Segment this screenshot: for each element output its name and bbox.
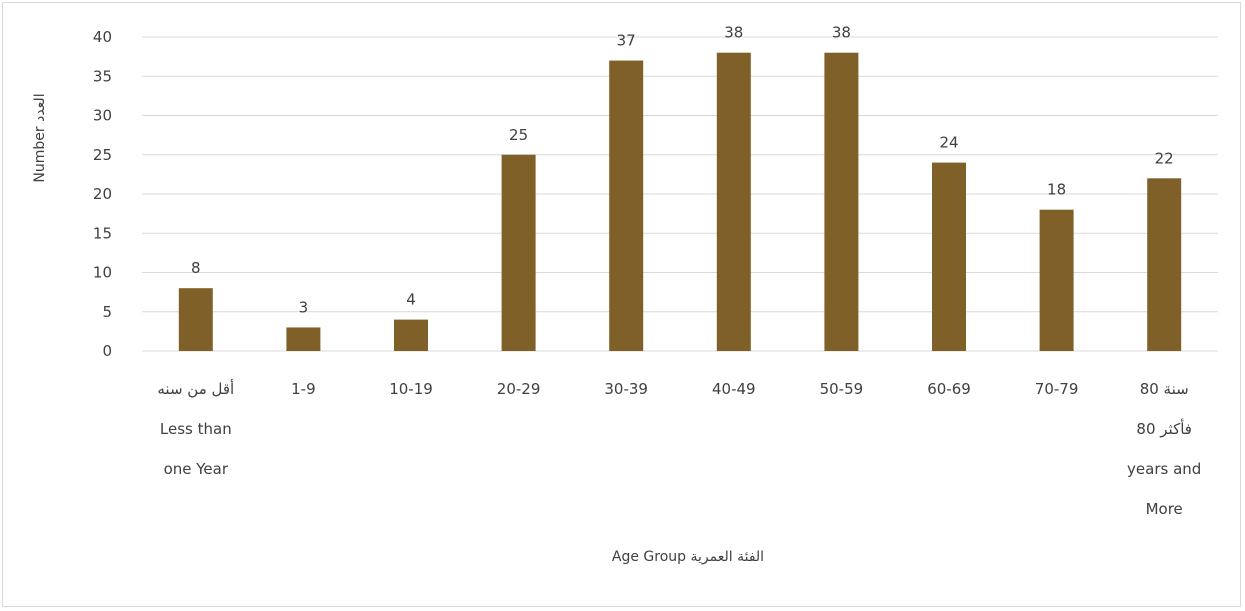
x-tick-label: 60-69 [927,380,971,398]
bars [178,52,1182,352]
x-tick-label-line: 1-9 [291,380,316,398]
data-label: 4 [406,291,416,309]
x-tick-label: 40-49 [712,380,756,398]
bar [932,162,966,351]
bar [824,52,859,351]
bar [286,327,321,351]
data-label: 3 [299,298,309,316]
bar [609,60,644,352]
data-label: 18 [1047,181,1066,199]
bar [178,288,213,351]
x-tick-label: 10-19 [389,380,433,398]
data-label: 38 [724,24,743,42]
data-label: 24 [939,134,958,152]
data-label: 22 [1155,149,1174,167]
data-label: 8 [191,259,201,277]
x-tick-label-line: 40-49 [712,380,756,398]
data-label: 37 [617,32,636,50]
data-labels: 8 3 4 25 37 38 38 24 18 22 [191,24,1174,317]
x-tick-label-line: فأكثر 80 [1136,418,1192,438]
x-tick-label: أقل من سنه Less than one Year [157,379,234,478]
x-tick-label-line: 60-69 [927,380,971,398]
x-tick-label: 20-29 [497,380,541,398]
y-tick-label: 5 [102,303,112,321]
bar [1147,178,1182,351]
y-tick-label: 30 [93,107,112,125]
x-tick-label: 70-79 [1035,380,1079,398]
x-tick-label-line: 30-39 [604,380,648,398]
x-tick-label-line: More [1146,500,1183,518]
bar [501,154,536,351]
data-label: 25 [509,126,528,144]
bar [394,319,428,351]
x-tick-label: 30-39 [604,380,648,398]
y-tick-label: 35 [93,67,112,85]
y-tick-label: 0 [102,342,112,360]
x-tick-label: 1-9 [291,380,316,398]
x-tick-label: 80 سنة فأكثر 80 years and More [1127,380,1201,518]
x-tick-label-line: 10-19 [389,380,433,398]
x-tick-label: 50-59 [820,380,864,398]
y-tick-label: 20 [93,185,112,203]
gridlines [142,36,1218,352]
y-axis-title: Number العدد [32,93,48,182]
y-tick-label: 25 [93,146,112,164]
y-axis-ticks: 0 5 10 15 20 25 30 35 40 [93,28,112,360]
bar [716,52,751,351]
x-axis-ticks: أقل من سنه Less than one Year 1-9 10-19 20-29… [157,379,1201,518]
x-tick-label-line: 20-29 [497,380,541,398]
x-tick-label-line: 80 سنة [1140,380,1189,398]
x-tick-label-line: 50-59 [820,380,864,398]
y-tick-label: 10 [93,264,112,282]
x-tick-label-line: years and [1127,460,1201,478]
y-tick-label: 15 [93,224,112,242]
x-tick-label-line: Less than [160,420,232,438]
bar [1039,209,1074,351]
x-tick-label-line: 70-79 [1035,380,1079,398]
x-tick-label-line: أقل من سنه [157,379,234,398]
x-axis-title: Age Group الفئة العمرية [612,549,764,565]
y-tick-label: 40 [93,28,112,46]
x-tick-label-line: one Year [164,460,229,478]
data-label: 38 [832,24,851,42]
